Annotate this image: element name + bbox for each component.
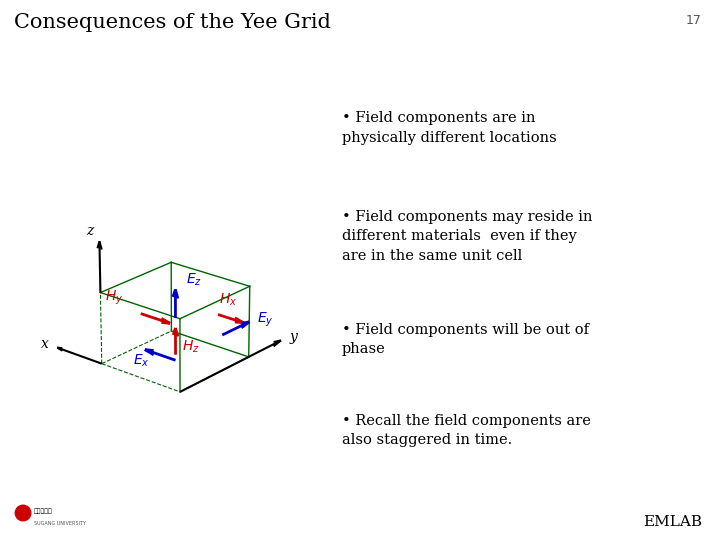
Text: EMLAB: EMLAB (643, 515, 702, 529)
Text: SUGANG UNIVERSITY: SUGANG UNIVERSITY (34, 521, 86, 526)
Circle shape (15, 505, 31, 521)
Text: • Field components may reside in
different materials  even if they
are in the sa: • Field components may reside in differe… (342, 210, 593, 262)
Text: 17: 17 (686, 14, 702, 26)
Text: • Recall the field components are
also staggered in time.: • Recall the field components are also s… (342, 414, 591, 447)
Text: • Field components are in
physically different locations: • Field components are in physically dif… (342, 111, 557, 145)
Text: Consequences of the Yee Grid: Consequences of the Yee Grid (14, 14, 331, 32)
Text: 성광대학교: 성광대학교 (34, 508, 53, 514)
Text: • Field components will be out of
phase: • Field components will be out of phase (342, 323, 589, 356)
